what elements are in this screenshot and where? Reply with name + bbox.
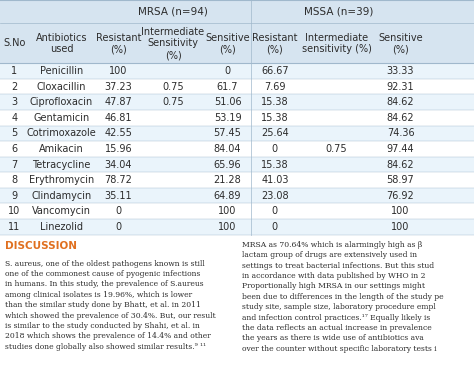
Text: 76.92: 76.92 (387, 191, 414, 201)
Text: 47.87: 47.87 (105, 97, 132, 107)
Text: 100: 100 (392, 222, 410, 232)
Text: Antibiotics
used: Antibiotics used (36, 32, 87, 54)
Text: Gentamicin: Gentamicin (34, 113, 90, 123)
Text: Intermediate
sensitivity (%): Intermediate sensitivity (%) (301, 32, 372, 54)
Text: 84.62: 84.62 (387, 113, 414, 123)
Bar (0, 79, 474, 95)
Bar (0, 141, 474, 157)
Text: Sensitive
(%): Sensitive (%) (378, 32, 423, 54)
Text: Resistant
(%): Resistant (%) (252, 32, 298, 54)
Text: Amikacin: Amikacin (39, 144, 84, 154)
Text: Tetracycline: Tetracycline (32, 160, 91, 170)
Text: 0: 0 (225, 66, 230, 76)
Bar (0, 188, 474, 203)
Text: 41.03: 41.03 (261, 175, 289, 185)
Text: MRSA as 70.64% which is alarmingly high as β
lactam group of drugs are extensive: MRSA as 70.64% which is alarmingly high … (242, 241, 443, 353)
Text: 0: 0 (272, 222, 278, 232)
Text: 37.23: 37.23 (105, 82, 132, 92)
Text: 0.75: 0.75 (162, 97, 184, 107)
Text: 100: 100 (219, 222, 237, 232)
Text: 11: 11 (8, 222, 20, 232)
Text: 1: 1 (11, 66, 17, 76)
Text: 10: 10 (8, 206, 20, 216)
Text: 8: 8 (11, 175, 17, 185)
Text: 15.38: 15.38 (261, 97, 289, 107)
Text: 65.96: 65.96 (214, 160, 241, 170)
Text: 23.08: 23.08 (261, 191, 289, 201)
Text: Resistant
(%): Resistant (%) (96, 32, 141, 54)
Text: 0.75: 0.75 (326, 144, 347, 154)
Text: 97.44: 97.44 (387, 144, 414, 154)
Bar (0, 219, 474, 235)
Text: Sensitive
(%): Sensitive (%) (205, 32, 250, 54)
Text: 74.36: 74.36 (387, 128, 414, 138)
Text: 84.04: 84.04 (214, 144, 241, 154)
Text: Cloxacillin: Cloxacillin (37, 82, 86, 92)
Text: Intermediate
Sensitivity
(%): Intermediate Sensitivity (%) (141, 27, 205, 60)
Text: 7: 7 (11, 160, 18, 170)
Text: S. aureus, one of the oldest pathogens known is still
one of the commonest cause: S. aureus, one of the oldest pathogens k… (5, 260, 215, 351)
Text: Penicillin: Penicillin (40, 66, 83, 76)
Text: 100: 100 (109, 66, 128, 76)
Text: 2: 2 (11, 82, 18, 92)
Text: 15.96: 15.96 (105, 144, 132, 154)
Text: 15.38: 15.38 (261, 113, 289, 123)
Text: 33.33: 33.33 (387, 66, 414, 76)
Text: MSSA (n=39): MSSA (n=39) (304, 7, 374, 17)
Text: 4: 4 (11, 113, 17, 123)
Text: 15.38: 15.38 (261, 160, 289, 170)
Text: 66.67: 66.67 (261, 66, 289, 76)
Bar (0, 110, 474, 126)
Text: 46.81: 46.81 (105, 113, 132, 123)
Text: 35.11: 35.11 (105, 191, 132, 201)
Bar (0, 63, 474, 79)
Text: 3: 3 (11, 97, 17, 107)
Bar (0, 95, 474, 110)
Bar (0, 172, 474, 188)
Text: 78.72: 78.72 (105, 175, 132, 185)
Text: 6: 6 (11, 144, 17, 154)
Text: 34.04: 34.04 (105, 160, 132, 170)
Text: 57.45: 57.45 (214, 128, 241, 138)
Text: 61.7: 61.7 (217, 82, 238, 92)
Bar (0, 0, 474, 23)
Text: Erythromycin: Erythromycin (29, 175, 94, 185)
Text: MRSA (n=94): MRSA (n=94) (138, 7, 208, 17)
Text: Ciprofloxacin: Ciprofloxacin (30, 97, 93, 107)
Text: S.No: S.No (3, 38, 26, 48)
Bar (0, 203, 474, 219)
Text: 92.31: 92.31 (387, 82, 414, 92)
Text: 21.28: 21.28 (214, 175, 241, 185)
Text: 0: 0 (116, 206, 121, 216)
Text: 42.55: 42.55 (105, 128, 132, 138)
Text: Vancomycin: Vancomycin (32, 206, 91, 216)
Text: 84.62: 84.62 (387, 160, 414, 170)
Text: 7.69: 7.69 (264, 82, 286, 92)
Text: 0: 0 (272, 144, 278, 154)
Text: Cotrimoxazole: Cotrimoxazole (27, 128, 97, 138)
Bar (0, 126, 474, 141)
Text: 84.62: 84.62 (387, 97, 414, 107)
Text: 64.89: 64.89 (214, 191, 241, 201)
Text: 100: 100 (392, 206, 410, 216)
Text: 100: 100 (219, 206, 237, 216)
Text: 0.75: 0.75 (162, 82, 184, 92)
Text: 25.64: 25.64 (261, 128, 289, 138)
Text: 0: 0 (116, 222, 121, 232)
Text: Clindamycin: Clindamycin (31, 191, 92, 201)
Text: Linezolid: Linezolid (40, 222, 83, 232)
Text: 51.06: 51.06 (214, 97, 241, 107)
Text: 5: 5 (11, 128, 18, 138)
Bar (0, 157, 474, 172)
Text: DISCUSSION: DISCUSSION (5, 241, 77, 251)
Text: 0: 0 (272, 206, 278, 216)
Text: 53.19: 53.19 (214, 113, 241, 123)
Text: 9: 9 (11, 191, 17, 201)
Text: 58.97: 58.97 (387, 175, 414, 185)
Bar (0, 23, 474, 63)
